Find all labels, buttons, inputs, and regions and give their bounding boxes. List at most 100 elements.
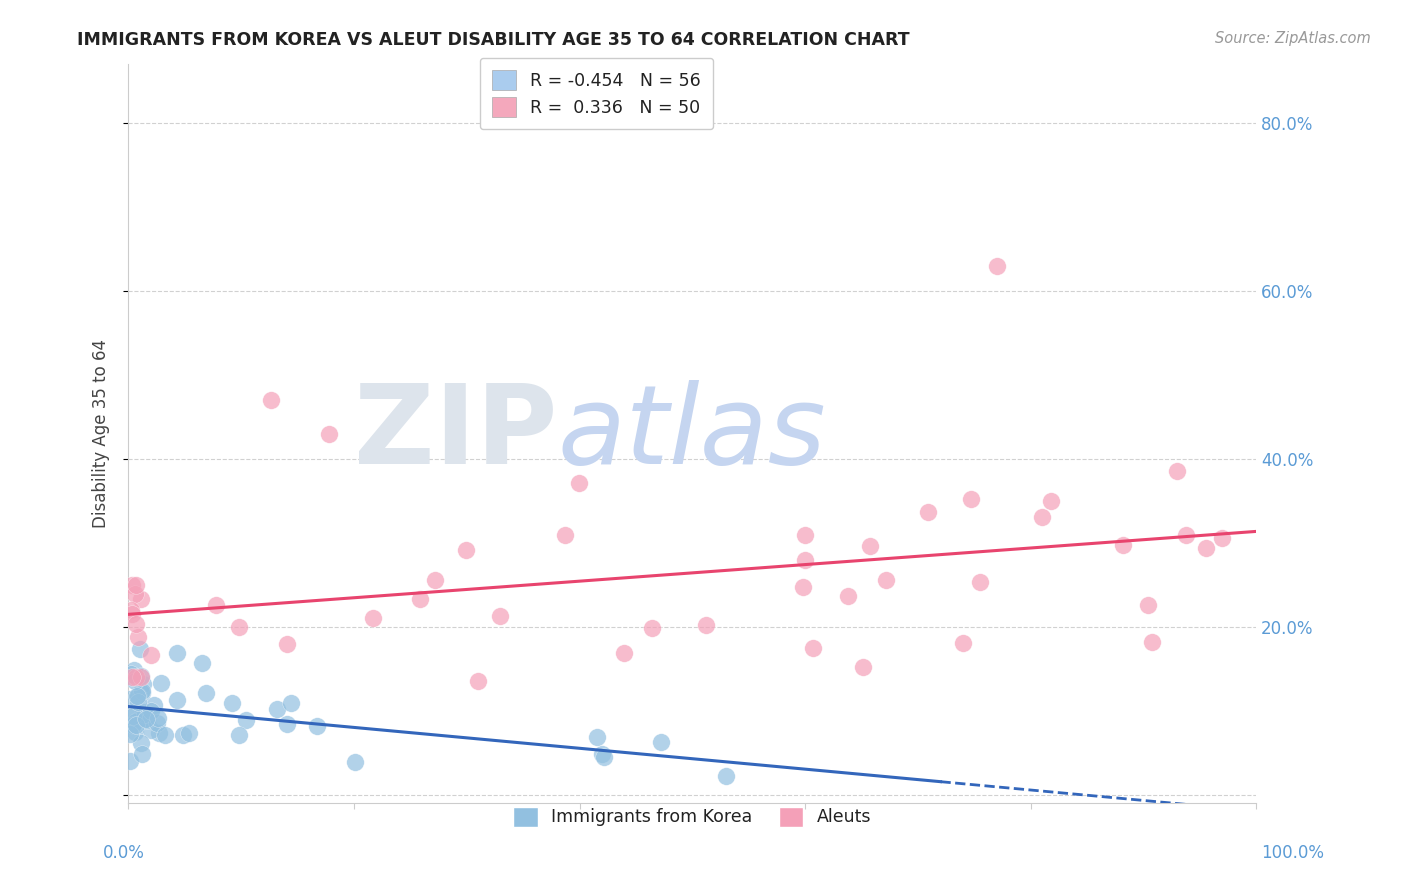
Point xyxy=(228,728,250,742)
Point xyxy=(191,657,214,671)
Point xyxy=(792,580,814,594)
Point xyxy=(125,718,148,732)
Point xyxy=(554,528,576,542)
Point xyxy=(145,715,167,730)
Text: Source: ZipAtlas.com: Source: ZipAtlas.com xyxy=(1215,31,1371,46)
Point xyxy=(146,711,169,725)
Point xyxy=(276,637,298,651)
Point xyxy=(318,426,340,441)
Point xyxy=(343,755,366,769)
Point xyxy=(794,553,817,567)
Point xyxy=(129,669,152,683)
Point xyxy=(488,608,510,623)
Point xyxy=(194,686,217,700)
Point xyxy=(456,542,478,557)
Point xyxy=(122,663,145,677)
Point xyxy=(172,728,194,742)
Point xyxy=(952,636,974,650)
Text: atlas: atlas xyxy=(557,380,825,487)
Point xyxy=(132,677,155,691)
Point xyxy=(120,666,142,681)
Point xyxy=(139,648,162,662)
Point xyxy=(124,714,146,729)
Point xyxy=(423,573,446,587)
Point xyxy=(1194,541,1216,555)
Point xyxy=(235,713,257,727)
Text: ZIP: ZIP xyxy=(354,380,557,487)
Point xyxy=(591,747,613,762)
Point xyxy=(139,704,162,718)
Point xyxy=(260,393,283,408)
Point xyxy=(124,587,146,601)
Point xyxy=(361,610,384,624)
Point xyxy=(129,592,152,607)
Point xyxy=(127,689,149,703)
Point xyxy=(125,578,148,592)
Point xyxy=(179,726,201,740)
Point xyxy=(127,695,149,709)
Point xyxy=(1166,465,1188,479)
Point xyxy=(127,689,149,703)
Point xyxy=(129,736,152,750)
Point xyxy=(120,603,142,617)
Point xyxy=(166,646,188,660)
Point xyxy=(150,676,173,690)
Point xyxy=(858,539,880,553)
Point xyxy=(986,259,1008,273)
Point xyxy=(127,713,149,727)
Point xyxy=(959,492,981,507)
Point xyxy=(127,630,149,644)
Point xyxy=(131,670,153,684)
Point xyxy=(131,683,153,698)
Point xyxy=(875,573,897,587)
Point xyxy=(1175,528,1198,542)
Point xyxy=(613,646,636,660)
Point xyxy=(1112,538,1135,552)
Point xyxy=(695,618,717,632)
Point xyxy=(155,728,177,742)
Point xyxy=(1211,531,1233,545)
Point xyxy=(852,660,875,674)
Point xyxy=(121,578,143,592)
Point xyxy=(122,708,145,723)
Point xyxy=(1136,598,1159,612)
Text: IMMIGRANTS FROM KOREA VS ALEUT DISABILITY AGE 35 TO 64 CORRELATION CHART: IMMIGRANTS FROM KOREA VS ALEUT DISABILIT… xyxy=(77,31,910,49)
Text: 100.0%: 100.0% xyxy=(1261,844,1324,862)
Point xyxy=(714,769,737,783)
Point xyxy=(467,673,489,688)
Point xyxy=(280,696,302,710)
Point xyxy=(131,747,153,761)
Y-axis label: Disability Age 35 to 64: Disability Age 35 to 64 xyxy=(93,339,110,528)
Point xyxy=(129,641,152,656)
Point xyxy=(124,673,146,688)
Point xyxy=(118,727,141,741)
Point xyxy=(969,574,991,589)
Point xyxy=(136,714,159,728)
Point xyxy=(568,476,591,491)
Point xyxy=(148,725,170,739)
Point xyxy=(125,616,148,631)
Point xyxy=(118,707,141,722)
Point xyxy=(124,724,146,739)
Point xyxy=(118,754,141,768)
Point xyxy=(121,670,143,684)
Point xyxy=(134,707,156,722)
Point xyxy=(650,735,672,749)
Point xyxy=(1031,509,1053,524)
Point xyxy=(118,691,141,706)
Point xyxy=(131,686,153,700)
Point xyxy=(204,599,226,613)
Point xyxy=(1140,635,1163,649)
Point xyxy=(141,723,163,738)
Point xyxy=(125,670,148,684)
Point xyxy=(276,717,298,731)
Point xyxy=(266,702,288,716)
Point xyxy=(409,592,432,607)
Point xyxy=(228,620,250,634)
Point xyxy=(122,718,145,732)
Point xyxy=(1040,494,1063,508)
Point xyxy=(143,698,166,713)
Text: 0.0%: 0.0% xyxy=(103,844,145,862)
Point xyxy=(131,712,153,726)
Point xyxy=(803,640,825,655)
